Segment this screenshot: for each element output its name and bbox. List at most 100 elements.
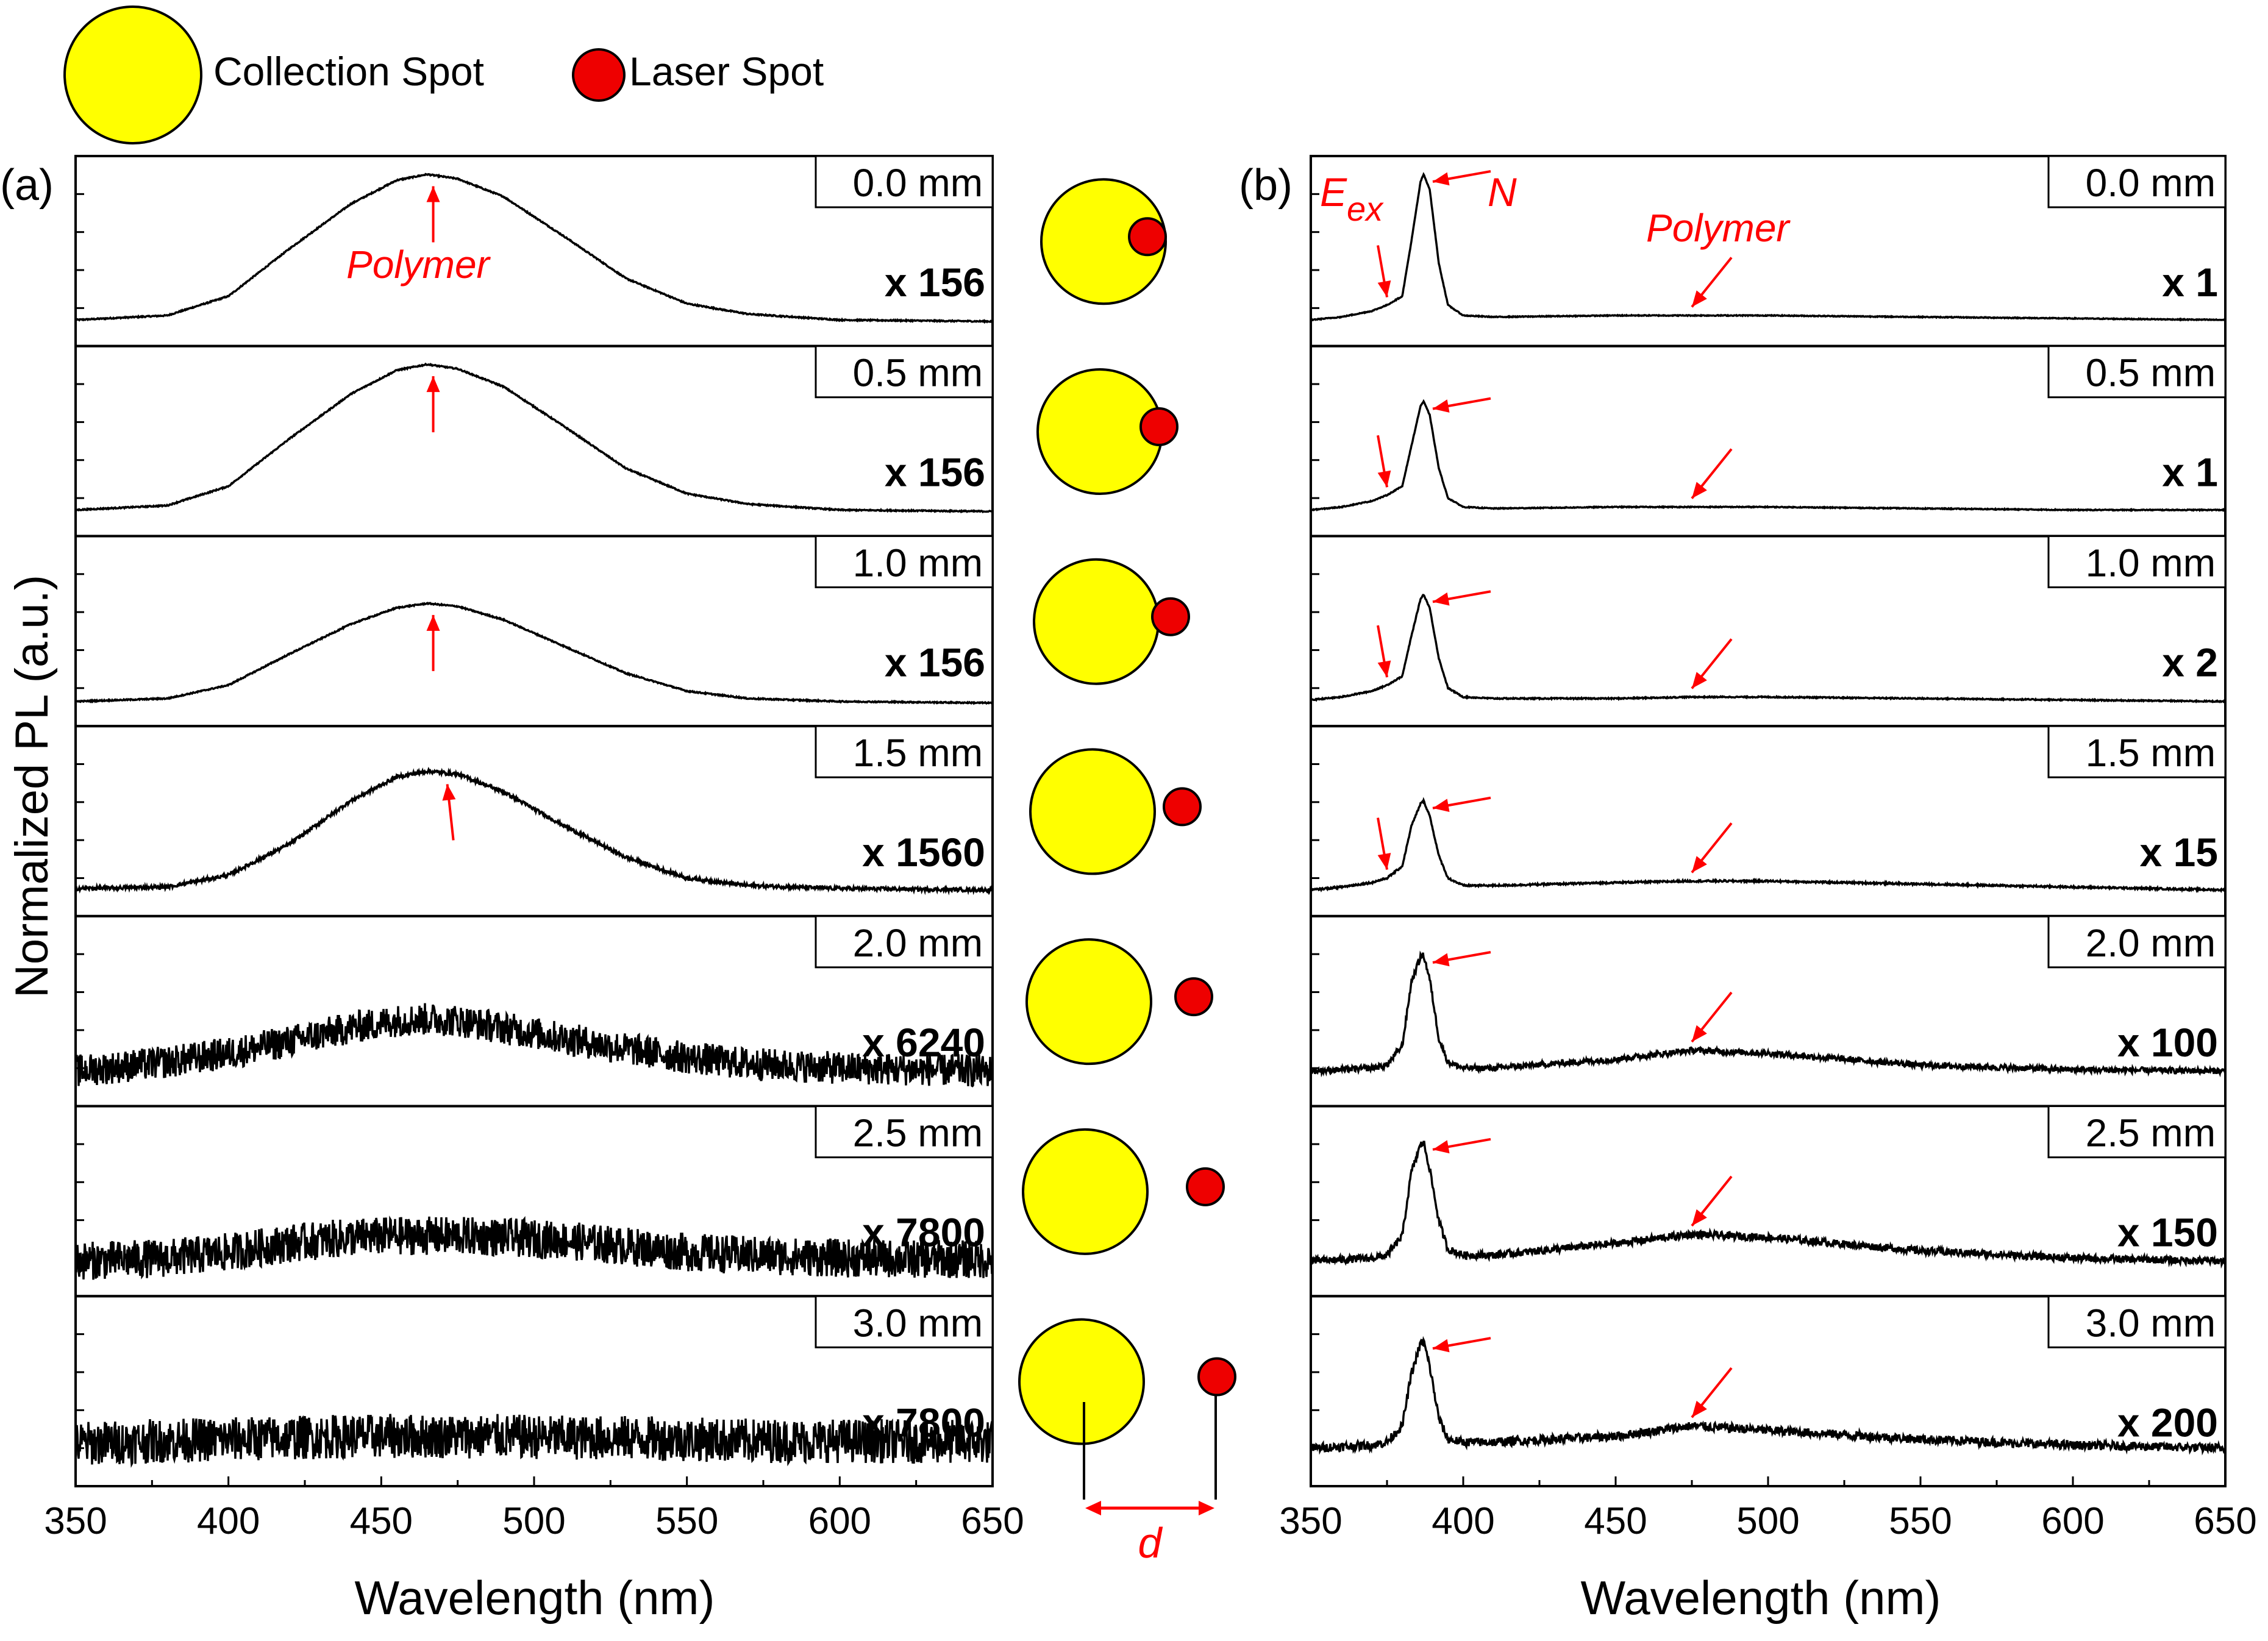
- distance-arrowhead-left: [1085, 1501, 1101, 1515]
- panel-b: 0.0 mm x 1 0.5 mm x 1 1.0 mm x 2 1.5 mm x 15 2.0…: [1279, 155, 2257, 1542]
- laser-spot: [1174, 977, 1213, 1017]
- distance-label: 1.0 mm: [2086, 541, 2216, 585]
- series-line: [74, 766, 994, 895]
- distance-label-box: [815, 535, 994, 588]
- exciton-annotation: Eex: [1320, 169, 1384, 228]
- laser-spot: [1139, 407, 1179, 446]
- distance-label: 2.5 mm: [2086, 1111, 2216, 1155]
- x-tick-label: 600: [2041, 1500, 2104, 1542]
- x-tick-label: 450: [350, 1500, 413, 1542]
- distance-label-box: [815, 155, 994, 208]
- laser-spot: [1151, 597, 1190, 636]
- laser-spot: [1128, 217, 1167, 257]
- x-tick-label: 450: [1584, 1500, 1647, 1542]
- series-line: [1310, 1336, 2227, 1456]
- polymer-arrow-head: [426, 376, 440, 393]
- n-peak-arrow-head: [1433, 172, 1450, 186]
- polymer-arrow-head: [1692, 1209, 1707, 1226]
- scale-factor-label: x 1: [2162, 450, 2218, 495]
- collection-spot: [1018, 1318, 1145, 1445]
- panel-a: 0.0 mm x 156 0.5 mm x 156 1.0 mm x 156 1.5 mm x…: [44, 155, 1024, 1542]
- distance-label: 3.0 mm: [2086, 1301, 2216, 1345]
- polymer-arrow-head: [1692, 672, 1707, 689]
- laser-spot-legend-icon: [572, 48, 626, 102]
- series-line: [1310, 950, 2227, 1078]
- x-tick-label: 650: [961, 1500, 1024, 1542]
- spot-diagrams: [1018, 178, 1236, 1445]
- distance-label: 0.5 mm: [2086, 351, 2216, 395]
- distance-label-box: [2047, 915, 2227, 969]
- polymer-arrow-head: [426, 614, 440, 631]
- distance-label-box: [2047, 535, 2227, 588]
- x-tick-label: 600: [808, 1500, 871, 1542]
- y-axis-label: Normalized PL (a.u.): [6, 575, 58, 998]
- series-line: [1310, 797, 2227, 894]
- n-peak-arrow-head: [1433, 953, 1450, 967]
- collection-spot-legend-icon: [63, 5, 202, 144]
- legend-laser-label: Laser Spot: [629, 49, 824, 94]
- scale-factor-label: x 1: [2162, 260, 2218, 305]
- laser-spot: [1197, 1357, 1236, 1397]
- distance-label-box: [2047, 1295, 2227, 1348]
- x-tick-label: 400: [1432, 1500, 1494, 1542]
- n-peak-arrow-head: [1433, 592, 1450, 606]
- x-axis-label-b: Wavelength (nm): [1581, 1571, 1941, 1625]
- legend: Collection Spot Laser Spot: [63, 5, 824, 144]
- laser-spot: [1163, 787, 1202, 827]
- distance-label: 0.5 mm: [853, 351, 983, 395]
- scale-factor-label: x 1560: [862, 830, 985, 875]
- distance-label-box: [2047, 155, 2227, 208]
- polymer-annotation: Polymer: [346, 243, 491, 287]
- x-tick-label: 350: [1279, 1500, 1342, 1542]
- legend-collection-label: Collection Spot: [213, 49, 484, 94]
- panel-label-b: (b): [1239, 161, 1293, 210]
- polymer-arrow-head: [1692, 1400, 1707, 1418]
- series-line: [74, 362, 994, 514]
- exciton-arrow-head: [1377, 853, 1391, 870]
- polymer-arrow-head: [426, 186, 440, 202]
- n-peak-arrow-head: [1433, 399, 1450, 413]
- series-line: [1310, 172, 2226, 322]
- polymer-arrow-head: [1692, 290, 1707, 307]
- x-tick-label: 500: [502, 1500, 565, 1542]
- series-line: [74, 1215, 994, 1280]
- collection-spot: [1033, 558, 1160, 685]
- n-peak-arrow-head: [1433, 799, 1450, 813]
- polymer-annotation: Polymer: [1646, 206, 1791, 250]
- distance-label: 2.0 mm: [853, 921, 983, 965]
- x-tick-label: 550: [655, 1500, 718, 1542]
- scale-factor-label: x 156: [885, 450, 985, 495]
- distance-label: 0.0 mm: [853, 161, 983, 205]
- n-peak-arrow-head: [1433, 1339, 1450, 1353]
- scale-factor-label: x 150: [2117, 1210, 2218, 1255]
- distance-label: d: [1138, 1519, 1163, 1567]
- collection-spot: [1029, 748, 1156, 875]
- distance-label-box: [815, 725, 994, 778]
- distance-label: 1.0 mm: [853, 541, 983, 585]
- series-line: [74, 173, 994, 324]
- n-peak-arrow-head: [1433, 1140, 1450, 1154]
- series-line: [74, 602, 993, 705]
- series-line: [74, 1003, 994, 1087]
- distance-label-box: [815, 915, 994, 969]
- distance-label: 0.0 mm: [2086, 161, 2216, 205]
- distance-label-box: [2047, 725, 2227, 778]
- series-line: [1310, 1141, 2227, 1269]
- x-tick-label: 400: [197, 1500, 260, 1542]
- scale-factor-label: x 15: [2140, 830, 2218, 875]
- distance-label: 1.5 mm: [853, 731, 983, 775]
- distance-label-box: [2047, 345, 2227, 399]
- distance-marker: d: [1083, 1396, 1217, 1567]
- distance-label: 2.0 mm: [2086, 921, 2216, 965]
- distance-label-box: [815, 1105, 994, 1159]
- scale-factor-label: x 7800: [862, 1400, 985, 1445]
- exciton-arrow-head: [1377, 280, 1391, 297]
- polymer-arrow-head: [442, 784, 456, 801]
- scale-factor-label: x 156: [885, 639, 985, 685]
- distance-label: 1.5 mm: [2086, 731, 2216, 775]
- collection-spot: [1025, 938, 1152, 1066]
- x-tick-label: 500: [1736, 1500, 1799, 1542]
- exciton-subscript: ex: [1347, 190, 1384, 228]
- series-line: [1310, 594, 2226, 704]
